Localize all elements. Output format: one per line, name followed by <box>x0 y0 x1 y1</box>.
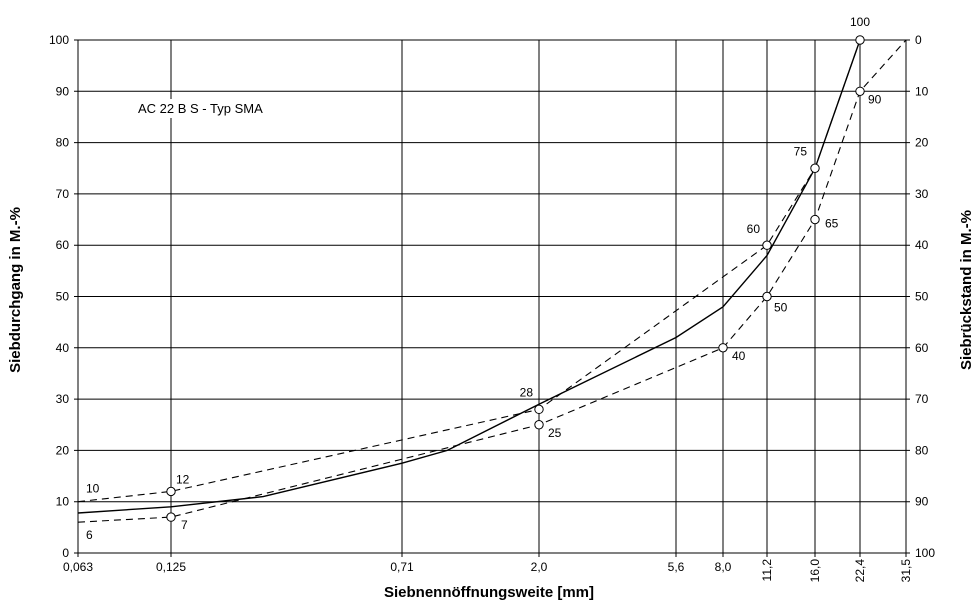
x-tick-label: 5,6 <box>668 560 685 574</box>
x-tick-label: 0,063 <box>63 560 93 574</box>
data-point <box>855 35 865 45</box>
y2-tick-label: 100 <box>915 546 935 560</box>
data-label: 40 <box>732 349 746 363</box>
y2-tick-label: 30 <box>915 187 929 201</box>
data-point <box>534 420 544 430</box>
data-label: 60 <box>747 222 761 236</box>
data-point <box>166 486 176 497</box>
y2-tick-label: 50 <box>915 290 929 304</box>
y2-tick-label: 90 <box>915 495 929 509</box>
y2-axis-title: Siebrückstand in M.-% <box>958 210 975 370</box>
data-label: 10 <box>86 482 100 496</box>
y-tick-label: 0 <box>62 546 69 560</box>
y-tick-label: 10 <box>56 495 70 509</box>
y-tick-label: 70 <box>56 187 70 201</box>
x-tick-label: 0,125 <box>156 560 186 574</box>
y2-tick-label: 70 <box>915 392 929 406</box>
series-line-2 <box>77 39 907 523</box>
y-tick-label: 60 <box>56 238 70 252</box>
y2-tick-label: 0 <box>915 33 922 47</box>
data-label: 28 <box>520 385 534 399</box>
x-tick-label: 11,2 <box>760 559 774 582</box>
data-label: 12 <box>176 472 190 486</box>
chart-title: AC 22 B S - Typ SMA <box>138 101 263 116</box>
y-tick-label: 40 <box>56 341 70 355</box>
data-point <box>166 512 176 522</box>
data-label: 50 <box>774 301 788 315</box>
y-tick-label: 100 <box>49 33 69 47</box>
y-axis-title: Siebdurchgang in M.-% <box>7 207 24 373</box>
data-label: 100 <box>850 15 870 29</box>
y2-tick-label: 40 <box>915 238 929 252</box>
point-markers <box>166 35 865 522</box>
x-axis-title: Siebnennöffnungsweite [mm] <box>384 584 594 601</box>
y-tick-label: 80 <box>56 136 70 150</box>
data-label: 75 <box>794 144 808 158</box>
data-point <box>762 240 772 250</box>
data-point <box>810 163 820 173</box>
data-label: 65 <box>825 217 839 231</box>
x-tick-label: 22,4 <box>853 559 867 583</box>
y-tick-label: 20 <box>56 443 70 457</box>
x-tick-label: 2,0 <box>531 560 548 574</box>
y2-tick-label: 80 <box>915 443 929 457</box>
y-tick-label: 90 <box>56 84 70 98</box>
y2-tick-label: 60 <box>915 341 929 355</box>
y-tick-label: 50 <box>56 290 70 304</box>
data-label: 6 <box>86 528 93 542</box>
x-tick-label: 31,5 <box>899 559 913 583</box>
data-label: 90 <box>868 92 882 106</box>
data-point <box>855 86 865 97</box>
x-tick-label: 0,71 <box>390 560 414 574</box>
y2-tick-label: 10 <box>915 84 929 98</box>
y-tick-label: 30 <box>56 392 70 406</box>
data-point <box>718 343 728 353</box>
data-point <box>534 404 544 415</box>
data-point <box>810 214 820 225</box>
y2-tick-label: 20 <box>915 136 929 150</box>
title-backdrop <box>134 99 268 118</box>
data-label: 25 <box>548 426 562 440</box>
data-label: 7 <box>181 518 188 532</box>
series-line-3 <box>77 39 861 514</box>
x-tick-label: 16,0 <box>808 559 822 583</box>
data-point <box>762 291 772 302</box>
x-tick-label: 8,0 <box>715 560 732 574</box>
grid <box>74 39 910 557</box>
